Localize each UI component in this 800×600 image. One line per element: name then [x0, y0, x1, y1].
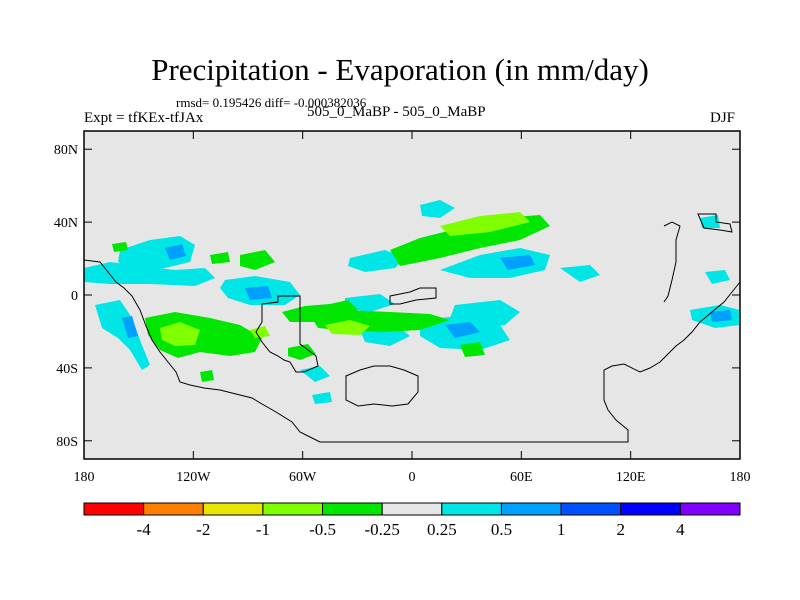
y-tick-label: 80S	[56, 435, 78, 450]
contour-blue	[245, 286, 272, 300]
colorbar-label: 4	[676, 520, 685, 539]
colorbar-swatch	[620, 502, 681, 516]
contour-cyan	[560, 265, 600, 282]
colorbar-swatch	[381, 502, 443, 516]
contour-green	[240, 250, 275, 270]
y-tick-label: 0	[71, 289, 78, 304]
colorbar-swatch	[83, 502, 145, 516]
contour-blue	[122, 316, 138, 338]
contour-cyan	[420, 200, 455, 218]
colorbar-label: 0.25	[427, 520, 457, 539]
colorbar-label: 0.5	[491, 520, 512, 539]
colorbar-swatch	[679, 502, 741, 516]
contour-blue	[445, 322, 480, 338]
y-tick-label: 40N	[54, 216, 78, 231]
x-tick-label: 0	[409, 470, 416, 485]
colorbar-swatch	[560, 502, 622, 516]
colorbar-swatch	[500, 502, 562, 516]
colorbar: -4 -2 -1 -0.5 -0.25 0.25 0.5 1 2 4	[83, 502, 741, 539]
contour-cyan	[118, 236, 195, 272]
coastline-australia	[663, 221, 681, 303]
contour-green	[325, 320, 370, 335]
contour-cyan	[345, 294, 395, 312]
colorbar-label: 2	[616, 520, 625, 539]
colorbar-swatch	[322, 502, 383, 516]
contour-green	[112, 242, 128, 252]
contour-green	[250, 326, 270, 338]
y-axis-ticks: 80N 40N 0 40S 80S	[54, 143, 740, 450]
contour-green	[160, 322, 200, 346]
contour-blue	[500, 255, 535, 270]
colorbar-swatch	[143, 502, 204, 516]
coastline-south-america	[255, 295, 319, 373]
contour-blue	[710, 310, 732, 322]
contour-green	[288, 344, 316, 360]
contour-cyan	[312, 392, 332, 404]
colorbar-swatch	[262, 502, 324, 516]
contour-green	[460, 342, 485, 357]
contour-green	[145, 312, 262, 358]
coastline-americas	[83, 259, 741, 443]
colorbar-label: -2	[196, 520, 210, 539]
y-tick-label: 80N	[54, 143, 78, 158]
precip-anomaly-contours	[84, 200, 740, 404]
colorbar-swatch	[202, 502, 264, 516]
contour-blue	[165, 244, 186, 260]
continent-outlines	[83, 213, 741, 443]
x-axis-ticks: 180 120W 60W 0 60E 120E 180	[74, 131, 751, 485]
colorbar-label: 1	[557, 520, 566, 539]
coastline-antarctic-rise	[345, 365, 419, 407]
x-tick-label: 60E	[510, 470, 533, 485]
colorbar-label: -4	[137, 520, 152, 539]
x-tick-label: 180	[730, 470, 751, 485]
colorbar-label: -0.25	[364, 520, 399, 539]
season-label: DJF	[710, 110, 736, 126]
contour-green	[210, 252, 230, 264]
contour-cyan	[705, 270, 730, 284]
contour-cyan	[84, 262, 215, 286]
map-background	[84, 131, 740, 459]
contour-green	[200, 370, 214, 382]
x-tick-label: 120W	[176, 470, 211, 485]
contour-cyan	[440, 248, 550, 278]
coastline-japan	[697, 213, 733, 233]
coastline-africa	[389, 287, 437, 305]
contour-green	[440, 212, 530, 236]
contour-cyan	[95, 300, 150, 370]
experiment-label: Expt = tfKEx-tfJAx	[84, 110, 204, 126]
colorbar-label: -0.5	[309, 520, 336, 539]
period-label: 505_0_MaBP - 505_0_MaBP	[307, 104, 486, 120]
stats-label: rmsd= 0.195426 diff= -0.000382036	[176, 95, 367, 110]
x-tick-label: 120E	[616, 470, 646, 485]
colorbar-label: -1	[256, 520, 270, 539]
x-tick-label: 60W	[289, 470, 317, 485]
x-tick-label: 180	[74, 470, 95, 485]
y-tick-label: 40S	[56, 362, 78, 377]
plot-title: Precipitation - Evaporation (in mm/day)	[151, 52, 649, 87]
contour-cyan	[700, 215, 720, 228]
contour-cyan	[348, 250, 405, 272]
colorbar-swatch	[441, 502, 502, 516]
contour-green	[390, 215, 550, 266]
